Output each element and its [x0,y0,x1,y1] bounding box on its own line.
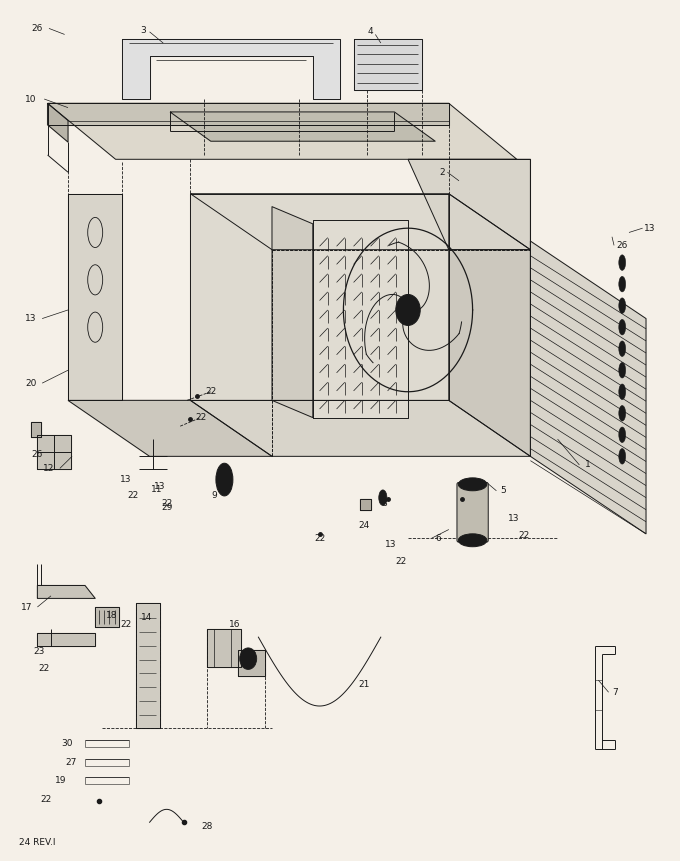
Text: 13: 13 [508,514,519,523]
Polygon shape [37,585,95,598]
Text: 24 REV.I: 24 REV.I [19,838,56,846]
Ellipse shape [619,319,626,335]
Polygon shape [313,220,408,418]
Text: 13: 13 [644,224,655,232]
Text: 22: 22 [195,413,206,422]
Text: 27: 27 [66,759,77,767]
Polygon shape [122,39,340,99]
Text: 9: 9 [211,491,217,499]
Text: 23: 23 [34,647,45,656]
Ellipse shape [619,255,626,270]
Ellipse shape [619,427,626,443]
Ellipse shape [619,341,626,356]
Polygon shape [190,400,530,456]
Ellipse shape [619,384,626,400]
Polygon shape [238,650,265,676]
Text: 19: 19 [56,777,67,785]
Polygon shape [170,112,435,141]
Ellipse shape [458,478,487,491]
Text: 29: 29 [161,504,172,512]
Polygon shape [530,241,646,534]
Text: 7: 7 [613,688,618,697]
Ellipse shape [619,449,626,464]
Text: 13: 13 [25,314,36,323]
Polygon shape [272,207,313,418]
Text: 2: 2 [439,168,445,177]
Text: 22: 22 [39,664,50,672]
Ellipse shape [458,534,487,547]
Text: 8: 8 [381,499,387,508]
Polygon shape [190,194,530,250]
Polygon shape [48,103,68,142]
Text: 11: 11 [151,485,162,493]
Text: 13: 13 [120,475,131,484]
FancyBboxPatch shape [457,482,488,542]
Text: 1: 1 [585,461,591,469]
Text: 30: 30 [61,740,72,748]
Polygon shape [37,435,71,469]
Text: 4: 4 [368,28,373,36]
Polygon shape [68,194,122,400]
Text: 22: 22 [314,534,325,542]
Text: 13: 13 [154,482,165,491]
Text: 13: 13 [386,540,396,548]
Text: 22: 22 [161,499,172,508]
Polygon shape [360,499,371,510]
Ellipse shape [239,648,257,670]
Ellipse shape [379,490,387,505]
Polygon shape [48,103,449,125]
Text: 22: 22 [41,795,52,803]
Polygon shape [354,39,422,90]
Ellipse shape [216,463,233,496]
Polygon shape [207,629,241,667]
Circle shape [396,294,420,325]
Polygon shape [48,103,517,159]
Text: 22: 22 [205,387,216,396]
Text: 22: 22 [396,557,407,566]
Text: 12: 12 [44,464,54,473]
Text: 15: 15 [246,653,257,661]
Polygon shape [449,194,530,456]
Text: 26: 26 [32,450,43,459]
Text: 26: 26 [617,241,628,250]
Ellipse shape [619,276,626,292]
Text: 22: 22 [518,531,529,540]
Text: 16: 16 [229,620,240,629]
Text: 22: 22 [127,492,138,500]
Ellipse shape [619,406,626,421]
Text: 18: 18 [107,611,118,620]
Ellipse shape [619,362,626,378]
Text: 26: 26 [32,24,43,33]
Text: 17: 17 [22,603,33,611]
Text: 24: 24 [358,521,369,530]
Text: 10: 10 [25,95,36,103]
Polygon shape [190,194,449,400]
Polygon shape [408,159,530,250]
Text: 28: 28 [202,822,213,831]
Text: 5: 5 [500,486,506,495]
Polygon shape [37,633,95,646]
Polygon shape [136,603,160,728]
Polygon shape [95,607,119,627]
Text: 3: 3 [140,26,146,34]
Text: 20: 20 [25,379,36,387]
Ellipse shape [619,298,626,313]
Text: 21: 21 [358,680,369,689]
Text: 22: 22 [120,620,131,629]
Polygon shape [31,422,41,437]
Text: 14: 14 [141,613,152,622]
Text: 6: 6 [436,534,441,542]
Polygon shape [68,400,272,456]
